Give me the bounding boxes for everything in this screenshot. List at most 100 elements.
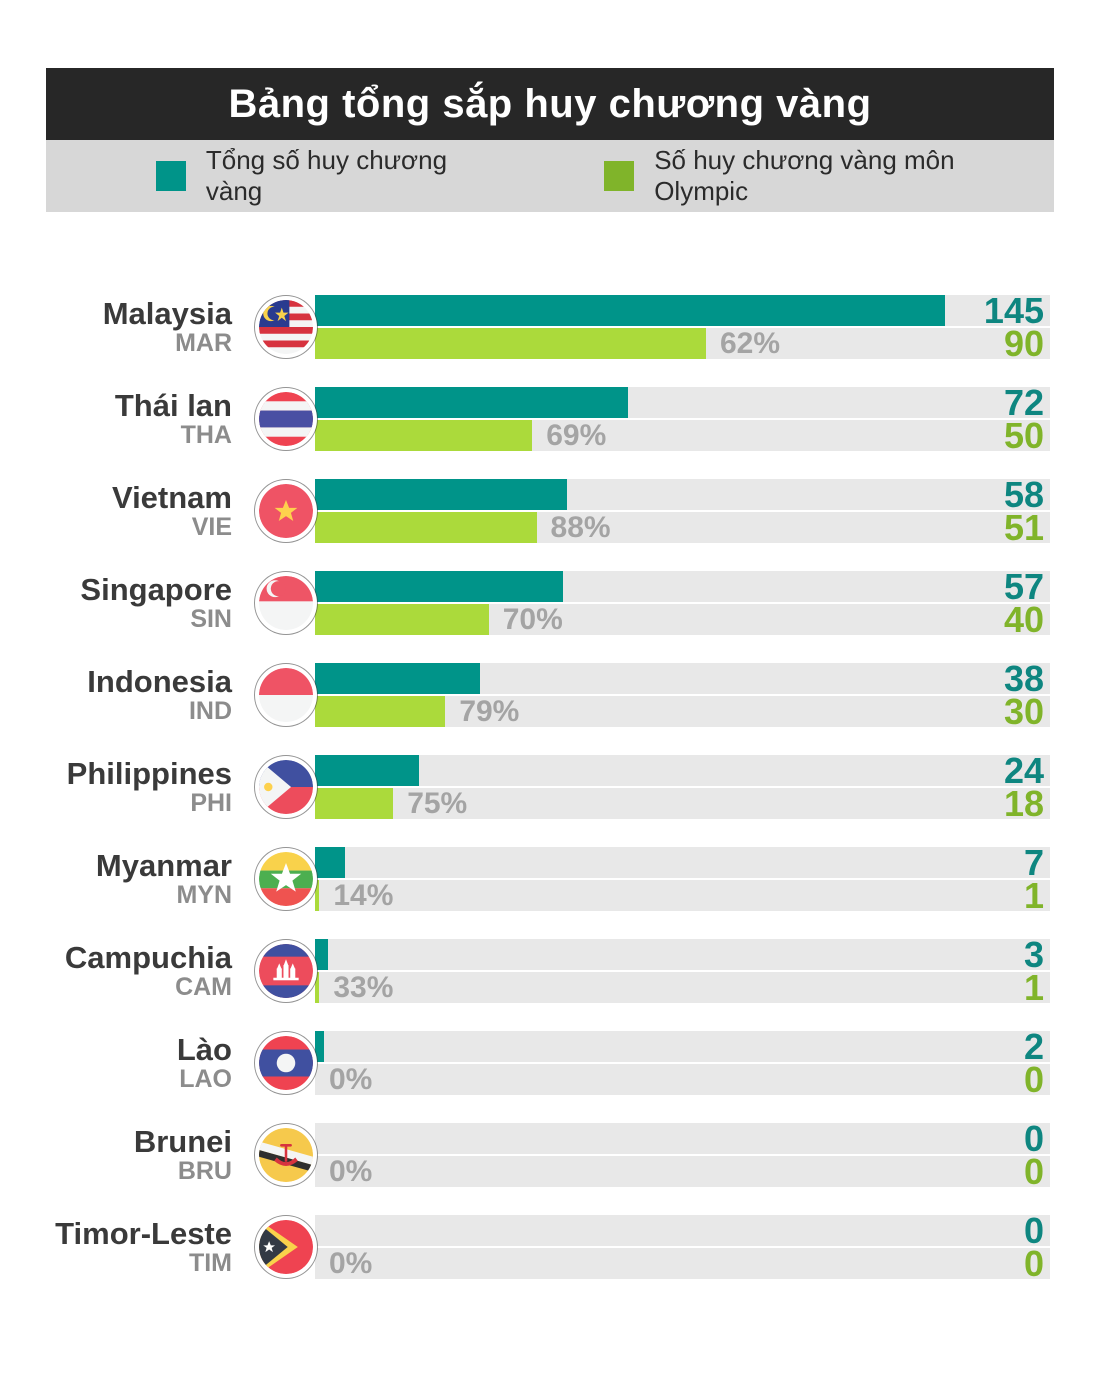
country-name: Brunei [133, 1124, 232, 1159]
l-o-flag-icon [255, 1032, 317, 1094]
total-swatch-icon [156, 161, 186, 191]
medal-row: Timor-Leste TIM 0% 0 0 [0, 1210, 1100, 1284]
country-code: TIM [188, 1249, 232, 1277]
country-code: THA [180, 421, 232, 449]
bar-track: 33% 3 1 [315, 934, 1050, 1008]
olympic-value: 0 [1023, 1059, 1044, 1100]
total-gold-bar [315, 939, 329, 970]
percent-label: 69% [546, 419, 607, 452]
percent-label: 70% [502, 603, 563, 636]
medal-row: Campuchia CAM 33% 3 1 [0, 934, 1100, 1008]
total-value: 57 [1003, 566, 1044, 607]
total-value: 7 [1023, 842, 1044, 883]
total-gold-bar [315, 479, 567, 510]
olympic-bar-track: 0% [315, 1247, 1050, 1280]
total-bar-track [315, 1031, 1050, 1062]
total-value: 3 [1023, 934, 1044, 975]
medal-row: Indonesia IND 79% 38 30 [0, 658, 1100, 732]
percent-label: 88% [550, 511, 611, 544]
country-code: BRU [177, 1157, 232, 1185]
total-bar-track [315, 1123, 1050, 1154]
bar-track: 69% 72 50 [315, 382, 1050, 454]
country-name: Lào [176, 1032, 232, 1067]
medal-row: Singapore SIN 70% 57 40 [0, 566, 1100, 638]
medal-row: Myanmar MYN 14% 7 1 [0, 842, 1100, 916]
total-value: 72 [1003, 382, 1044, 423]
indonesia-flag-icon [255, 664, 317, 726]
country-label: Timor-Leste TIM [0, 1215, 232, 1279]
value-labels: 24 18 [1003, 750, 1044, 824]
myanmar-flag-icon [255, 848, 317, 910]
medal-row: Vietnam VIE 88% 58 51 [0, 477, 1100, 546]
olympic-bar-track: 70% [315, 603, 1050, 636]
country-code: MYN [176, 881, 232, 909]
total-bar-track [315, 387, 1050, 418]
medal-row: Thái lan THA 69% 72 50 [0, 382, 1100, 454]
bar-track: 0% 2 0 [315, 1029, 1050, 1100]
total-gold-bar [315, 847, 346, 878]
bar-track: 88% 58 51 [315, 477, 1050, 546]
percent-label: 33% [333, 971, 394, 1004]
country-name: Malaysia [102, 296, 232, 331]
total-value: 24 [1003, 750, 1044, 791]
brunei-flag-icon [255, 1124, 317, 1186]
bar-track: 75% 24 18 [315, 750, 1050, 824]
philippines-flag-icon [255, 756, 317, 818]
medal-row: Brunei BRU 0% 0 0 [0, 1118, 1100, 1192]
country-name: Campuchia [64, 940, 232, 975]
olympic-gold-bar [315, 972, 320, 1003]
title-bar: Bảng tổng sắp huy chương vàng [46, 68, 1054, 140]
country-name: Vietnam [111, 480, 232, 515]
olympic-value: 0 [1023, 1243, 1044, 1284]
total-value: 38 [1003, 658, 1044, 699]
value-labels: 58 51 [1004, 477, 1044, 546]
percent-label: 0% [329, 1155, 373, 1188]
olympic-bar-track: 14% [315, 879, 1050, 912]
legend-label-olympic: Số huy chương vàng môn Olympic [654, 145, 955, 206]
total-bar-track [315, 571, 1050, 602]
country-name: Singapore [80, 572, 232, 607]
country-label: Myanmar MYN [0, 847, 232, 911]
vietnam-flag-icon [255, 480, 317, 542]
total-value: 0 [1023, 1210, 1044, 1251]
olympic-value: 1 [1023, 875, 1044, 916]
total-value: 0 [1023, 1118, 1044, 1159]
country-code: MAR [175, 329, 232, 357]
value-labels: 2 0 [1023, 1029, 1044, 1100]
total-gold-bar [315, 1031, 324, 1062]
olympic-value: 18 [1003, 783, 1044, 824]
olympic-value: 90 [1003, 323, 1044, 364]
olympic-gold-bar [315, 788, 394, 819]
total-bar-track [315, 663, 1050, 694]
th-i-lan-flag-icon [255, 388, 317, 450]
total-bar-track [315, 1215, 1050, 1246]
olympic-bar-track: 62% [315, 328, 1050, 360]
olympic-gold-bar [315, 696, 446, 727]
olympic-bar-track: 75% [315, 787, 1050, 820]
value-labels: 7 1 [1023, 842, 1044, 916]
country-label: Indonesia IND [0, 663, 232, 727]
olympic-value: 0 [1023, 1151, 1044, 1192]
value-labels: 0 0 [1023, 1118, 1044, 1192]
country-label: Vietnam VIE [0, 479, 232, 543]
medal-row: Philippines PHI 75% 24 18 [0, 750, 1100, 824]
bar-track: 62% 145 90 [315, 293, 1050, 364]
total-gold-bar [315, 755, 420, 786]
percent-label: 79% [459, 695, 520, 728]
country-label: Philippines PHI [0, 755, 232, 819]
olympic-bar-track: 33% [315, 971, 1050, 1004]
country-name: Thái lan [114, 388, 232, 423]
medal-row: Lào LAO 0% 2 0 [0, 1029, 1100, 1100]
total-gold-bar [315, 663, 481, 694]
country-label: Lào LAO [0, 1031, 232, 1095]
total-bar-track [315, 479, 1050, 510]
country-name: Myanmar [95, 848, 232, 883]
percent-label: 0% [329, 1247, 373, 1280]
olympic-gold-bar [315, 880, 320, 911]
total-gold-bar [315, 295, 945, 326]
percent-label: 14% [333, 879, 394, 912]
olympic-value: 30 [1003, 691, 1044, 732]
medal-rows: Malaysia MAR 62% 145 90 Thái l [0, 293, 1100, 1307]
percent-label: 75% [407, 787, 468, 820]
olympic-value: 1 [1023, 967, 1044, 1008]
